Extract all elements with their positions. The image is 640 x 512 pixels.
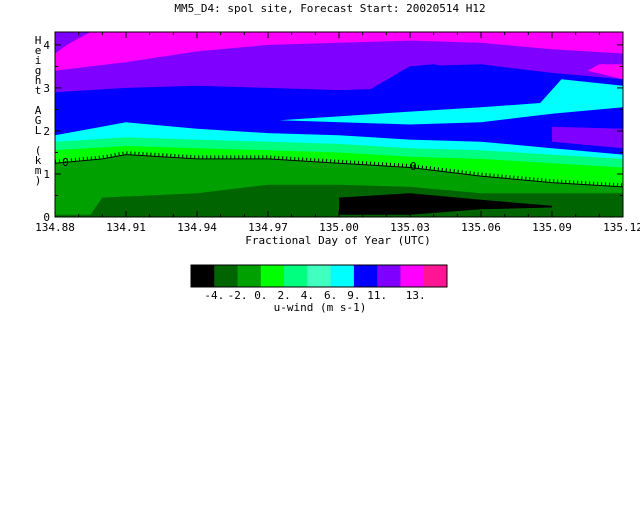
y-tick-label: 0 — [43, 211, 50, 224]
colorbar-tick-label: 13. — [406, 289, 426, 302]
colorbar-swatch — [423, 265, 448, 287]
colorbar-tick-label: 4. — [301, 289, 314, 302]
colorbar-frame — [190, 264, 448, 288]
colorbar-tick-label: 0. — [254, 289, 267, 302]
colorbar-swatch — [284, 265, 308, 287]
zero-contour-line — [54, 154, 624, 188]
colorbar-swatch — [307, 265, 332, 287]
x-tick-label: 134.94 — [177, 221, 217, 234]
y-axis-label-char: ) — [35, 174, 42, 187]
colorbar-tick-label: 11. — [367, 289, 387, 302]
contour-feature-3 — [398, 64, 458, 78]
y-axis-label-char: L — [35, 124, 42, 137]
x-tick-label: 134.88 — [35, 221, 75, 234]
x-tick-label: 134.91 — [106, 221, 146, 234]
y-axis-label-char: e — [35, 44, 42, 57]
y-axis-label-char: G — [35, 114, 42, 127]
colorbar-tick-label: 9. — [347, 289, 360, 302]
colorbar-swatch — [237, 265, 262, 287]
x-tick-label: 135.00 — [319, 221, 359, 234]
x-axis-label: Fractional Day of Year (UTC) — [245, 234, 430, 247]
zero-contour-label-right: 0 — [410, 160, 417, 173]
y-tick-label: 2 — [43, 125, 50, 138]
y-axis-label-char: i — [35, 54, 42, 67]
colorbar-tick-label: -2. — [228, 289, 248, 302]
y-axis-label-char: h — [35, 74, 42, 87]
colorbar: -4. -2. 0. 2. 4. 6. 9. 11. 13. — [190, 264, 448, 302]
colorbar-swatch — [330, 265, 355, 287]
colorbar-swatch — [377, 265, 401, 287]
y-tick-label: 3 — [43, 82, 50, 95]
x-tick-label: 134.97 — [248, 221, 288, 234]
colorbar-label: u-wind (m s-1) — [274, 301, 367, 314]
y-axis-label-char: A — [35, 104, 42, 117]
contour-band-8 — [339, 193, 552, 215]
colorbar-swatch — [214, 265, 239, 287]
zero-contour-label-left: 0 — [62, 156, 69, 169]
contour-fills — [55, 32, 623, 217]
colorbar-swatch — [353, 265, 378, 287]
x-tick-label: 135.09 — [532, 221, 572, 234]
colorbar-swatch — [260, 265, 285, 287]
x-tick-label: 135.12 — [603, 221, 640, 234]
chart-title: MM5_D4: spol site, Forecast Start: 20020… — [174, 2, 485, 15]
colorbar-tick-label: -4. — [204, 289, 224, 302]
y-axis-label-char: ( — [35, 144, 42, 157]
colorbar-swatch — [400, 265, 425, 287]
x-tick-label: 135.06 — [461, 221, 501, 234]
contour-feature-4 — [587, 64, 623, 80]
y-axis-label-char: m — [35, 164, 42, 177]
x-tick-label: 135.03 — [390, 221, 430, 234]
colorbar-tick-label: 6. — [324, 289, 337, 302]
contour-feature-1 — [279, 79, 623, 125]
contour-feature-5 — [55, 32, 91, 54]
y-axis-label-char: g — [35, 64, 42, 77]
y-axis-label-char: H — [35, 34, 42, 47]
y-tick-label: 4 — [43, 39, 50, 52]
y-axis-label-char: t — [35, 84, 42, 97]
colorbar-tick-label: 2. — [277, 289, 290, 302]
contour-feature-2 — [552, 126, 623, 149]
y-tick-label: 1 — [43, 168, 50, 181]
colorbar-swatch — [191, 265, 215, 287]
y-axis-label-char: k — [35, 154, 42, 167]
